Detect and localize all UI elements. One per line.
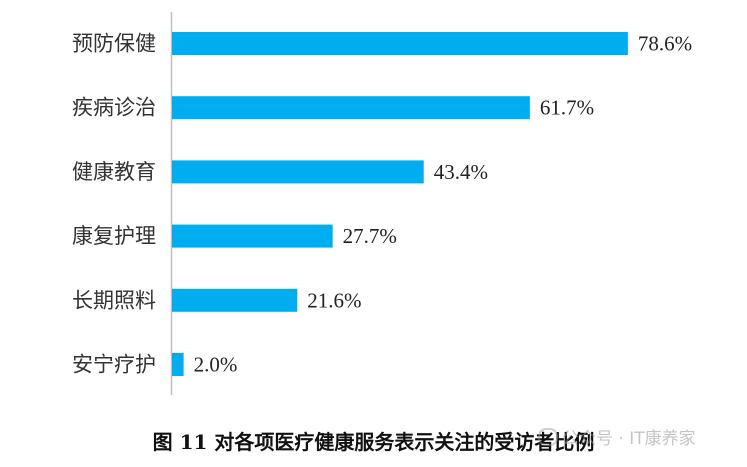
- value-label: 61.7%: [540, 96, 594, 120]
- watermark-text: 公众号 · IT康养家: [562, 429, 696, 449]
- category-label: 康复护理: [72, 224, 156, 248]
- bar: [172, 224, 333, 248]
- value-label: 78.6%: [638, 32, 692, 56]
- bar: [172, 288, 298, 312]
- bar: [172, 353, 184, 376]
- bar: [172, 32, 628, 55]
- category-label: 疾病诊治: [72, 96, 156, 120]
- category-label: 安宁疗护: [72, 353, 156, 377]
- bar-chart: 预防保健 78.6% 疾病诊治 61.7% 健康教育 43.4% 康复护理 27.7% 长期照料…: [72, 12, 692, 395]
- bar: [172, 160, 424, 184]
- bars-group: 预防保健 78.6% 疾病诊治 61.7% 健康教育 43.4% 康复护理 27.7% 长期照料…: [72, 32, 692, 377]
- wechat-icon: [538, 428, 558, 446]
- bar: [172, 96, 530, 120]
- category-label: 健康教育: [72, 160, 156, 184]
- figure-caption: 图 11 对各项医疗健康服务表示关注的受访者比例: [152, 430, 595, 454]
- watermark: 公众号 · IT康养家: [538, 424, 696, 449]
- value-label: 21.6%: [307, 288, 361, 312]
- category-label: 长期照料: [72, 288, 156, 312]
- value-label: 27.7%: [343, 224, 397, 248]
- value-label: 2.0%: [194, 353, 238, 377]
- value-label: 43.4%: [434, 160, 488, 184]
- category-label: 预防保健: [72, 32, 156, 56]
